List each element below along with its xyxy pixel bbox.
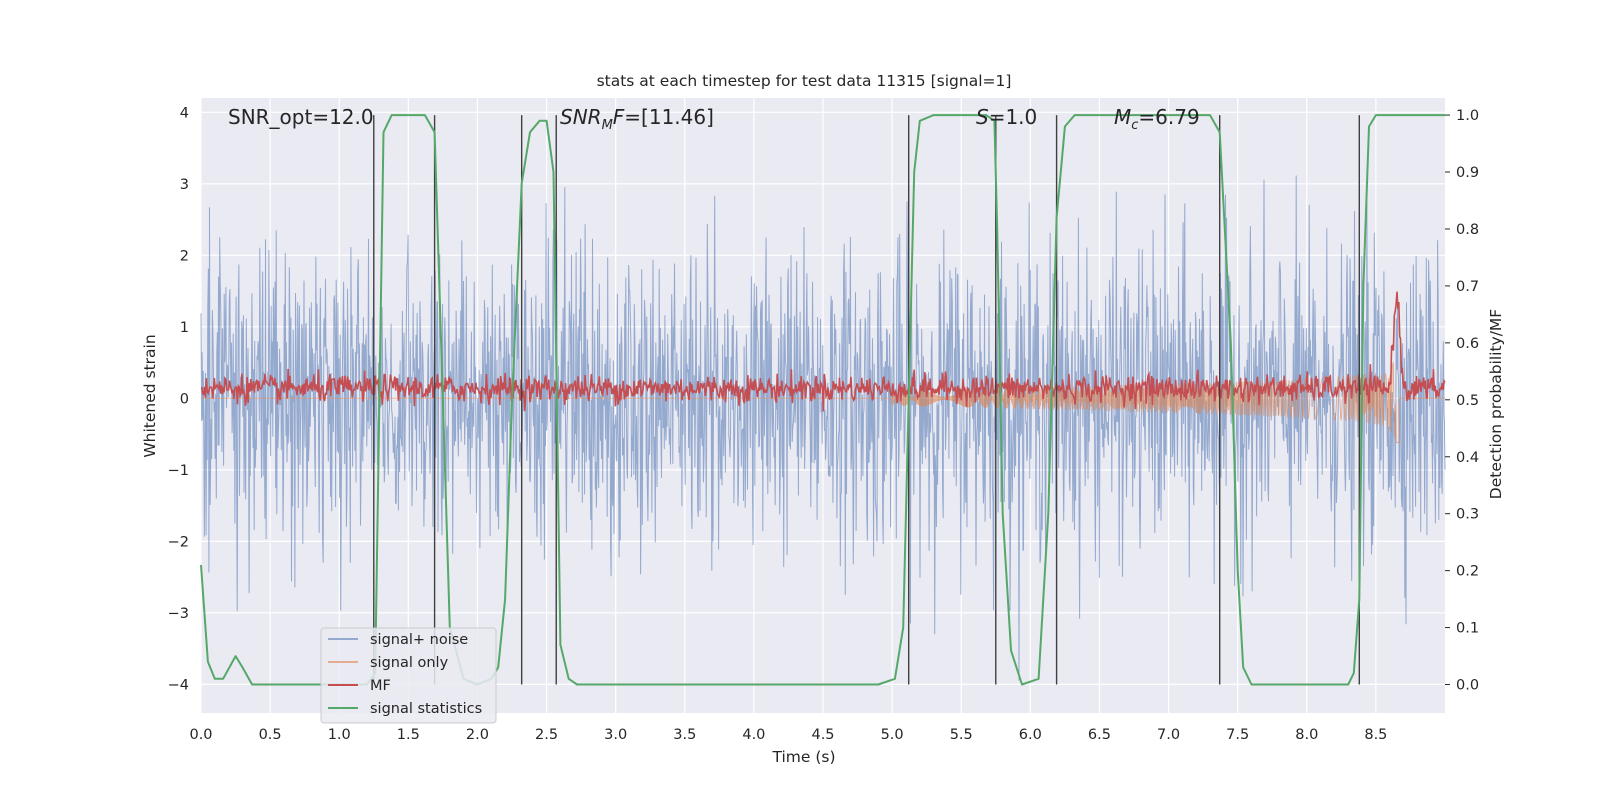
y-tick-label-left: −3 xyxy=(168,606,189,622)
x-tick-label: 6.0 xyxy=(1019,727,1042,743)
y-tick-label-right: 0.2 xyxy=(1456,564,1479,580)
annotation-snr-mf: SNRMF=[11.46] xyxy=(560,105,714,133)
x-tick-label: 3.0 xyxy=(604,727,627,743)
y-tick-label-left: 1 xyxy=(180,320,189,336)
x-tick-label: 1.5 xyxy=(397,727,420,743)
x-tick-label: 7.0 xyxy=(1157,727,1180,743)
x-tick-label: 7.5 xyxy=(1226,727,1249,743)
y-tick-label-right: 0.7 xyxy=(1456,279,1479,295)
legend-label-signal-statistics: signal statistics xyxy=(370,701,482,717)
x-tick-label: 1.0 xyxy=(328,727,351,743)
y-axis-label-right: Detection probability/MF xyxy=(1487,309,1505,500)
y-tick-label-left: 0 xyxy=(180,391,189,407)
x-tick-label: 5.5 xyxy=(950,727,973,743)
x-tick-label: 3.5 xyxy=(673,727,696,743)
x-tick-label: 6.5 xyxy=(1088,727,1111,743)
y-tick-label-right: 0.9 xyxy=(1456,165,1479,181)
x-tick-label: 5.0 xyxy=(881,727,904,743)
y-tick-label-right: 0.4 xyxy=(1456,450,1479,466)
y-tick-label-right: 0.3 xyxy=(1456,507,1479,523)
y-tick-label-right: 0.1 xyxy=(1456,621,1479,637)
legend-label-signal-noise: signal+ noise xyxy=(370,632,468,648)
legend-label-mf: MF xyxy=(370,678,391,694)
legend: signal+ noise signal only MF signal stat… xyxy=(320,627,497,724)
x-axis-label: Time (s) xyxy=(771,748,835,766)
x-tick-label: 8.5 xyxy=(1364,727,1387,743)
legend-label-signal-only: signal only xyxy=(370,655,449,671)
y-tick-label-left: −2 xyxy=(168,534,189,550)
chart-title: stats at each timestep for test data 113… xyxy=(597,72,1012,90)
y-tick-label-right: 1.0 xyxy=(1456,108,1479,124)
x-tick-label: 0.5 xyxy=(259,727,282,743)
annotation-s: S=1.0 xyxy=(976,105,1037,129)
series-signal-plus-noise xyxy=(200,175,1446,681)
y-tick-label-left: 3 xyxy=(180,177,189,193)
series-signal-statistics xyxy=(200,114,1445,686)
y-tick-label-right: 0.5 xyxy=(1456,393,1479,409)
y-tick-label-left: −1 xyxy=(168,463,189,479)
x-tick-label: 0.0 xyxy=(189,727,212,743)
y-tick-label-right: 0.6 xyxy=(1456,336,1479,352)
series-mf xyxy=(200,291,1446,412)
legend-box xyxy=(320,627,497,724)
x-tick-label: 2.0 xyxy=(466,727,489,743)
y-tick-label-left: 2 xyxy=(180,248,189,264)
y-tick-label-right: 0.8 xyxy=(1456,222,1479,238)
y-axis-label-left: Whitened strain xyxy=(141,334,159,457)
x-tick-label: 4.5 xyxy=(811,727,834,743)
annotation-mc: Mc=6.79 xyxy=(1114,105,1200,133)
y-tick-label-left: −4 xyxy=(168,677,189,693)
x-tick-label: 8.0 xyxy=(1295,727,1318,743)
y-tick-label-right: 0.0 xyxy=(1456,678,1479,694)
annotation-snr-opt: SNR_opt=12.0 xyxy=(228,105,374,129)
x-tick-label: 4.0 xyxy=(742,727,765,743)
x-tick-label: 2.5 xyxy=(535,727,558,743)
y-tick-label-left: 4 xyxy=(180,105,189,121)
